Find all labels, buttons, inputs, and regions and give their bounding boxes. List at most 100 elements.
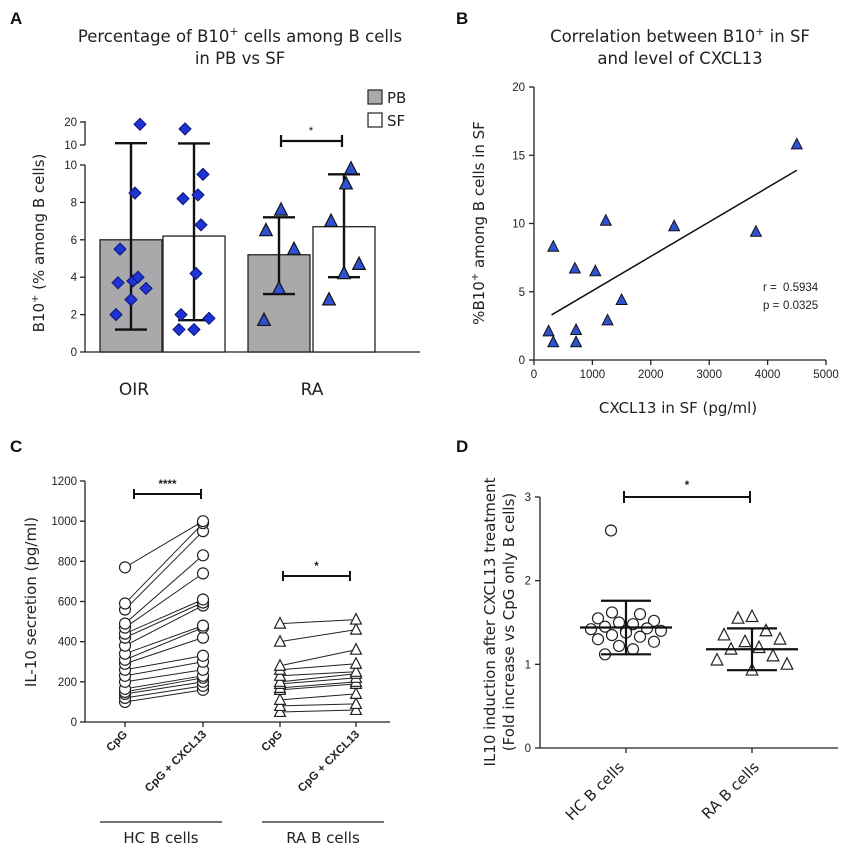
panel-c: C IL-10 secretion (pg/ml) 0 200 400 600 800 1… [10,437,390,847]
panel-c-ytick-label: 800 [58,556,77,568]
panel-a-bars [99,141,376,353]
panel-b-ytick-label: 10 [512,219,525,231]
panel-b-data-point [790,137,804,150]
panel-c-axes: 0 200 400 600 800 1000 1200 [51,476,390,729]
panel-c-hc-pair-line [124,602,204,639]
panel-c-hc-point [118,561,132,574]
panel-b-p-value: 0.0325 [783,300,818,312]
panel-c-ytick-label: 600 [58,597,77,609]
panel-b-ytick-label: 20 [512,82,525,94]
panel-c-ra-pair-line [279,619,357,625]
data-point-diamond [131,270,145,284]
panel-d-ra-point [759,623,773,637]
significance-label: **** [159,479,177,491]
panel-b-regression-line [551,169,798,316]
panel-d: D IL10 induction after CXCL13 treatment … [456,437,838,824]
data-point-triangle [256,311,272,327]
panel-b-data-point [601,313,614,326]
panel-d-hc-point [604,524,618,537]
panel-d-hc-point [633,608,647,621]
panel-c-hc-pair-line [124,520,204,568]
panel-d-hc-point [633,630,647,643]
panel-c-ra-point [273,692,287,706]
panel-c-ytick-label: 1000 [51,516,77,528]
panel-a-ytick-label: 10 [64,160,77,172]
panel-b-p-label: p = [763,300,780,312]
panel-c-hc-point [196,619,210,632]
panel-b-data-point [568,261,582,274]
panel-c-hc-pair-line [124,655,204,671]
panel-d-xtick-ra: RA B cells [698,758,763,823]
panel-c-ra-pair-line [279,663,357,671]
panel-c-ra-pair-line [279,629,357,643]
panel-b-points [542,137,804,348]
panel-d-hc-point [612,639,626,653]
panel-c-ra-pair-line [279,677,357,685]
panel-d-y-axis-label-line2: (Fold increase vs CpG only B cells) [500,493,518,751]
panel-d-ra-point [738,633,752,648]
panel-b-y-axis-label: %B10+ among B cells in SF [470,121,488,325]
panel-d-hc-point [584,623,598,636]
panel-d-y-axis-label-line1: IL10 induction after CXCL13 treatment [481,477,499,766]
panel-c-paired-lines: ***** [118,479,363,718]
panel-d-ra-point [731,610,745,624]
panel-c-hc-point [196,593,210,606]
panel-b-data-point [749,224,763,237]
panel-b-data-point [542,324,555,337]
data-point-diamond [196,167,210,182]
panel-d-ra-point [780,656,794,670]
panel-c-hc-pair-line [124,554,204,624]
panel-b-data-point [547,239,560,252]
panel-c-hc-pair-line [124,627,204,661]
data-point-diamond [128,186,142,200]
panel-d-ra-point [717,627,731,641]
panel-d-ytick-label: 3 [525,492,531,504]
panel-c-letter: C [10,437,22,456]
panel-d-ytick-label: 0 [525,743,531,755]
panel-b-xtick-label: 1000 [580,369,606,381]
panel-c-ytick-label: 400 [58,637,77,649]
data-point-diamond [176,191,190,206]
panel-b-ytick-label: 0 [519,355,525,367]
panel-a-ytick-label: 0 [71,347,77,359]
data-point-triangle [323,212,339,227]
panel-c-ra-point [349,702,363,716]
panel-a-ytick-label: 6 [71,235,77,247]
panel-c-hc-pair-line [124,661,204,677]
panel-d-ra-point [710,652,724,666]
data-point-diamond [111,276,125,290]
data-point-diamond [191,188,205,202]
panel-b-data-point [547,335,560,348]
panel-c-ra-point [273,616,287,629]
panel-c-ra-point [273,674,287,687]
panel-c-ra-point [349,686,363,699]
panel-c-hc-pair-line [124,605,204,647]
panel-c-ra-point [349,696,363,710]
panel-a-ytick-label: 2 [71,310,77,322]
data-point-triangle [336,265,352,280]
data-point-diamond [189,266,203,281]
panel-a-ytick-label: 10 [64,140,77,152]
data-point-triangle [338,175,354,190]
panel-d-hc-point [591,633,605,646]
panel-d-ytick-label: 2 [525,576,531,588]
panel-d-ytick-label: 1 [525,659,531,671]
panel-a-category-ra: RA [301,380,324,400]
panel-c-group-label-hc: HC B cells [123,829,198,847]
panel-b-xtick-label: 0 [531,369,537,381]
panel-b-title-line2: and level of CXCL13 [597,49,762,68]
panel-c-ytick-label: 200 [58,677,77,689]
data-point-triangle [286,240,302,255]
data-point-diamond [124,292,138,307]
panel-d-axes: 0 1 2 3 [525,492,838,755]
panel-c-xtick-hc-cpg-cxcl13: CpG + CXCL13 [143,729,209,795]
panel-b-ytick-label: 5 [519,287,525,299]
panel-c-y-axis-label: IL-10 secretion (pg/ml) [22,517,40,687]
data-point-diamond [194,218,208,232]
legend-label-pb: PB [387,89,406,107]
panel-c-xtick-hc-cpg: CpG [104,729,130,755]
data-point-triangle [321,291,337,306]
panel-a-ytick-label: 4 [71,272,78,284]
panel-b-axes: 0 5 10 15 20 0 1000 2000 3000 4000 5000 [512,82,839,381]
